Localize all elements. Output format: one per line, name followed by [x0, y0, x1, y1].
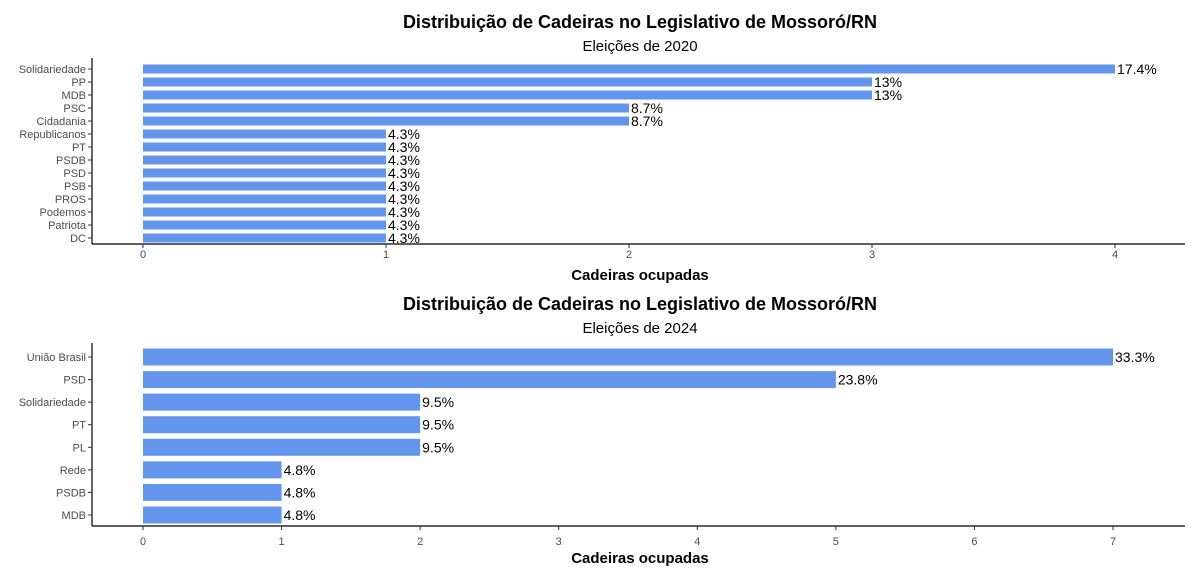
chart-subtitle: Eleições de 2024 [582, 320, 697, 337]
category-label: PSB [64, 181, 86, 193]
chart-title: Distribuição de Cadeiras no Legislativo … [403, 12, 877, 32]
data-label: 4.3% [388, 178, 420, 194]
x-tick-label: 6 [971, 536, 977, 548]
x-tick-label: 7 [1110, 536, 1116, 548]
x-tick-label: 4 [694, 536, 700, 548]
bar [143, 438, 421, 456]
x-tick-label: 2 [626, 249, 632, 261]
x-tick-label: 0 [140, 249, 146, 261]
x-tick-label: 0 [140, 536, 146, 548]
data-label: 8.7% [631, 100, 663, 116]
x-tick-label: 1 [279, 536, 285, 548]
data-label: 9.5% [422, 394, 454, 410]
category-label: Patriota [48, 220, 87, 232]
chart-panel-2020: Distribuição de Cadeiras no Legislativo … [19, 12, 1185, 284]
data-label: 13% [874, 74, 902, 90]
x-axis-label: Cadeiras ocupadas [571, 267, 709, 284]
data-label: 4.8% [284, 484, 316, 500]
data-label: 13% [874, 87, 902, 103]
data-label: 9.5% [422, 439, 454, 455]
data-label: 23.8% [838, 372, 878, 388]
data-label: 4.3% [388, 139, 420, 155]
x-tick-label: 2 [417, 536, 423, 548]
bar [143, 506, 282, 524]
category-label: MDB [62, 510, 86, 522]
data-label: 4.3% [388, 204, 420, 220]
x-axis-label: Cadeiras ocupadas [571, 550, 709, 567]
category-label: PSD [63, 375, 86, 387]
category-label: PL [73, 442, 86, 454]
bar [143, 220, 386, 230]
bar [143, 194, 386, 204]
chart-title: Distribuição de Cadeiras no Legislativo … [403, 294, 877, 314]
data-label: 4.8% [284, 507, 316, 523]
data-label: 9.5% [422, 417, 454, 433]
category-label: Podemos [40, 207, 87, 219]
data-label: 4.3% [388, 191, 420, 207]
bar [143, 116, 629, 126]
chart-panel-2024: Distribuição de Cadeiras no Legislativo … [19, 294, 1185, 567]
plot-area: 0 1 2 3 4 Solidariedade 17.4% PP 13% MDB 13% PSC 8.7… [19, 58, 1185, 261]
data-label: 4.3% [388, 126, 420, 142]
bar [143, 207, 386, 217]
category-label: Solidariedade [19, 64, 86, 76]
bar [143, 129, 386, 139]
bar [143, 371, 836, 389]
x-tick-label: 1 [383, 249, 389, 261]
category-label: Republicanos [19, 129, 86, 141]
data-label: 4.3% [388, 230, 420, 246]
data-label: 4.3% [388, 152, 420, 168]
plot-area: 0 1 2 3 4 5 6 7 União Brasil 33.3% PSD 23.8% Solidar… [19, 343, 1185, 548]
category-label: PSDB [56, 487, 86, 499]
bar [143, 416, 421, 434]
x-tick-label: 4 [1112, 249, 1118, 261]
chart-subtitle: Eleições de 2020 [582, 38, 697, 55]
bar [143, 393, 421, 411]
bar [143, 77, 872, 87]
data-label: 33.3% [1115, 349, 1155, 365]
category-label: DC [70, 233, 86, 245]
category-label: PSD [63, 168, 86, 180]
bar [143, 461, 282, 479]
data-label: 4.8% [284, 462, 316, 478]
bar [143, 168, 386, 178]
category-label: PP [71, 77, 86, 89]
x-tick-label: 3 [869, 249, 875, 261]
bar [143, 483, 282, 501]
category-label: Rede [60, 465, 86, 477]
category-label: PT [72, 420, 86, 432]
data-label: 8.7% [631, 113, 663, 129]
bar [143, 103, 629, 113]
bar [143, 233, 386, 243]
bar [143, 155, 386, 165]
bar [143, 142, 386, 152]
data-label: 4.3% [388, 165, 420, 181]
category-label: MDB [62, 90, 86, 102]
x-tick-label: 5 [833, 536, 839, 548]
category-label: União Brasil [27, 352, 86, 364]
bar [143, 348, 1113, 366]
bar [143, 64, 1115, 74]
x-tick-label: 3 [556, 536, 562, 548]
data-label: 17.4% [1117, 61, 1157, 77]
category-label: PSDB [56, 155, 86, 167]
category-label: PSC [63, 103, 86, 115]
bar [143, 181, 386, 191]
category-label: Cidadania [36, 116, 86, 128]
bar [143, 90, 872, 100]
category-label: PT [72, 142, 86, 154]
category-label: Solidariedade [19, 397, 86, 409]
category-label: PROS [55, 194, 86, 206]
data-label: 4.3% [388, 217, 420, 233]
